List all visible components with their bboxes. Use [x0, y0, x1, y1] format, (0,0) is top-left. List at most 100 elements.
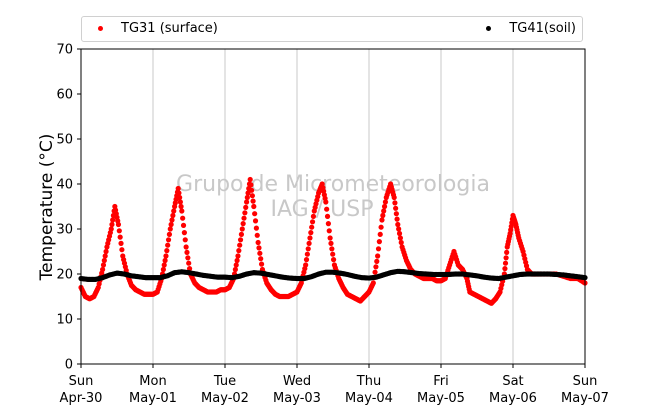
legend-item-soil: TG41(soil) [486, 21, 576, 36]
data-point-0-41-3 [253, 225, 259, 231]
data-point-0-59-1 [328, 240, 334, 246]
data-point-0-37 [235, 253, 241, 259]
data-point-0-20-1 [164, 248, 170, 254]
x-tick-day-4: Thu [356, 374, 381, 389]
data-point-0-40-4 [250, 198, 256, 204]
data-point-0-58 [323, 199, 329, 205]
data-point-0-25-2 [185, 255, 191, 261]
data-point-0-21-1 [168, 221, 174, 228]
data-point-0-70-2 [376, 239, 382, 245]
data-point-0-75-1 [396, 226, 402, 232]
data-point-0-54 [307, 235, 313, 241]
data-point-0-37-2 [237, 242, 243, 248]
data-point-0-20-4 [166, 231, 173, 237]
data-point-0-5-2 [101, 257, 107, 264]
legend: TG31 (surface) TG41(soil) [81, 16, 583, 42]
data-point-0-9-4 [119, 247, 125, 253]
x-tick-date-6: May-06 [489, 391, 537, 406]
data-point-0-7 [108, 226, 114, 232]
data-point-0-74 [391, 194, 397, 201]
data-point-0-58-4 [326, 228, 332, 234]
data-point-0-53-1 [303, 257, 310, 263]
watermark-line-2: IAG / USP [271, 197, 374, 222]
data-point-0-40-1 [248, 182, 254, 188]
data-point-0-58-1 [324, 206, 330, 212]
data-point-0-38 [239, 226, 245, 232]
data-point-0-24-2 [180, 222, 187, 228]
data-point-0-20 [163, 253, 169, 259]
data-point-0-40-2 [249, 187, 255, 193]
legend-label-surface: TG31 (surface) [121, 21, 218, 36]
data-point-0-24-3 [181, 230, 187, 236]
data-point-0-19-2 [160, 266, 166, 273]
data-point-0-75-4 [398, 239, 404, 246]
data-point-0-7-2 [110, 217, 116, 223]
data-point-0-24-4 [182, 237, 188, 243]
data-point-0-100-1 [502, 266, 508, 272]
x-tick-day-2: Tue [213, 374, 236, 389]
y-tick-label-7: 70 [56, 43, 73, 58]
data-point-0-41-2 [252, 218, 259, 224]
data-point-0-21-3 [170, 212, 176, 219]
data-point-0-37-3 [237, 237, 244, 243]
data-point-0-54-3 [309, 219, 316, 225]
data-point-0-24 [179, 208, 185, 214]
data-point-0-9-2 [117, 234, 123, 240]
y-tick-label-2: 20 [56, 268, 73, 283]
x-tick-date-4: May-04 [345, 391, 393, 406]
data-point-0-42-4 [258, 261, 265, 267]
data-point-0-36-4 [234, 257, 240, 264]
data-point-0-19-4 [162, 257, 168, 264]
x-tick-date-2: May-02 [201, 391, 249, 406]
data-point-0-42-2 [257, 250, 263, 256]
data-point-0-20-2 [165, 242, 171, 248]
data-point-0-71-2 [381, 208, 387, 214]
data-point-0-70 [375, 253, 381, 259]
data-point-0-21-2 [169, 217, 175, 223]
data-point-0-71-3 [381, 203, 388, 210]
data-point-0-71 [379, 217, 385, 223]
x-tick-day-5: Fri [433, 374, 449, 389]
y-tick-label-1: 10 [56, 313, 73, 328]
data-point-0-59-3 [330, 251, 336, 257]
data-point-0-69 [370, 280, 376, 286]
legend-label-soil: TG41(soil) [509, 21, 576, 36]
x-tick-date-5: May-05 [417, 391, 465, 406]
data-point-0-41 [251, 203, 257, 210]
legend-item-surface: TG31 (surface) [98, 21, 218, 36]
data-point-0-54-2 [309, 224, 315, 230]
data-point-0-75-3 [397, 235, 403, 241]
data-point-0-5-1 [100, 262, 107, 268]
data-point-0-42-3 [258, 256, 264, 262]
x-tick-day-7: Sun [573, 374, 598, 389]
data-point-0-53-2 [304, 251, 310, 257]
data-point-0-21-4 [171, 208, 177, 214]
data-point-0-24-1 [180, 215, 186, 221]
data-point-0-54-1 [308, 230, 314, 236]
data-point-0-59 [327, 235, 333, 241]
data-point-0-70-4 [378, 224, 384, 230]
watermark-line-1: Grupo de Micrometeorologia [176, 172, 490, 197]
data-point-0-20-3 [165, 237, 172, 243]
data-point-0-5-4 [103, 248, 109, 255]
data-point-0-74-4 [394, 216, 400, 222]
data-point-0-71-1 [380, 212, 386, 219]
data-point-0-53-4 [306, 240, 312, 246]
data-point-0-74-3 [393, 211, 399, 217]
data-point-0-40 [247, 176, 253, 183]
data-point-0-19-3 [161, 262, 167, 268]
data-point-0-38-4 [243, 204, 249, 210]
data-point-0-71-4 [382, 199, 389, 205]
data-point-0-39 [244, 199, 250, 205]
data-point-0-25-4 [186, 266, 193, 272]
data-point-0-7-1 [109, 221, 115, 228]
data-point-0-41-1 [252, 211, 258, 217]
data-point-0-100-2 [502, 260, 509, 266]
data-point-0-69-2 [372, 269, 378, 275]
data-point-0-38-3 [242, 210, 248, 216]
x-tick-date-7: May-07 [561, 391, 609, 406]
data-point-0-23-4 [178, 203, 184, 210]
y-tick-label-5: 50 [56, 133, 73, 148]
data-point-0-70-3 [377, 231, 383, 237]
